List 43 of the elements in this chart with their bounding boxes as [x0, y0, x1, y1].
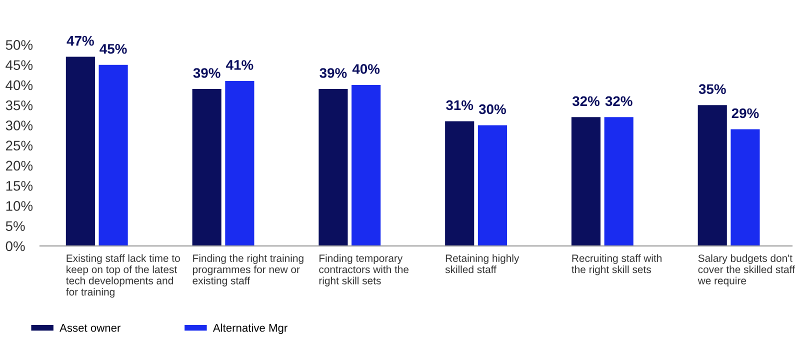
y-tick-label: 40%: [6, 80, 33, 90]
data-label: 31%: [446, 100, 474, 110]
bar: [698, 105, 727, 246]
data-label: 29%: [732, 108, 759, 118]
bar: [352, 84, 381, 246]
y-tick-label: 45%: [6, 60, 33, 70]
bar: [192, 88, 222, 246]
data-label: 32%: [572, 96, 600, 106]
y-tick-label: 0%: [6, 241, 25, 252]
bar: [98, 64, 128, 246]
bar: [730, 129, 760, 246]
bar: [571, 117, 601, 246]
data-label: 47%: [66, 36, 94, 46]
x-tick-label: Salary budgets don't cover the skilled staff we require: [698, 254, 795, 286]
bar: [478, 125, 507, 246]
y-tick-label: 25%: [6, 140, 33, 151]
data-label: 39%: [193, 68, 220, 78]
y-tick-label: 15%: [6, 180, 33, 191]
x-tick-label: Existing staff lack time to keep on top of the latest tech developments and for training: [66, 254, 180, 298]
x-tick-label: Retaining highly skilled staff: [445, 254, 520, 274]
x-tick-label: Finding temporary contractors with the right skill sets: [319, 254, 409, 286]
y-tick-label: 5%: [6, 221, 25, 232]
y-tick-label: 10%: [6, 201, 33, 211]
y-tick-label: 20%: [6, 160, 33, 171]
data-label: 45%: [100, 44, 127, 54]
data-label: 39%: [320, 68, 347, 78]
bar: [604, 117, 634, 246]
legend-label: Alternative Mgr: [212, 324, 288, 334]
data-label: 35%: [698, 84, 726, 94]
bar: [225, 80, 254, 246]
y-tick-label: 30%: [6, 120, 33, 130]
data-label: 32%: [605, 96, 632, 106]
bar: [66, 56, 95, 246]
data-label: 41%: [226, 60, 254, 70]
legend-label: Asset owner: [60, 324, 121, 332]
y-tick-label: 35%: [6, 100, 33, 110]
x-tick-label: Recruiting staff with the right skill sets: [572, 254, 662, 276]
x-tick-label: Finding the right training programmes for new or existing staff: [192, 254, 304, 286]
data-label: 40%: [352, 64, 380, 74]
data-label: 30%: [478, 104, 506, 114]
bar: [445, 121, 474, 246]
bar: [318, 88, 348, 246]
y-tick-label: 50%: [6, 40, 33, 50]
